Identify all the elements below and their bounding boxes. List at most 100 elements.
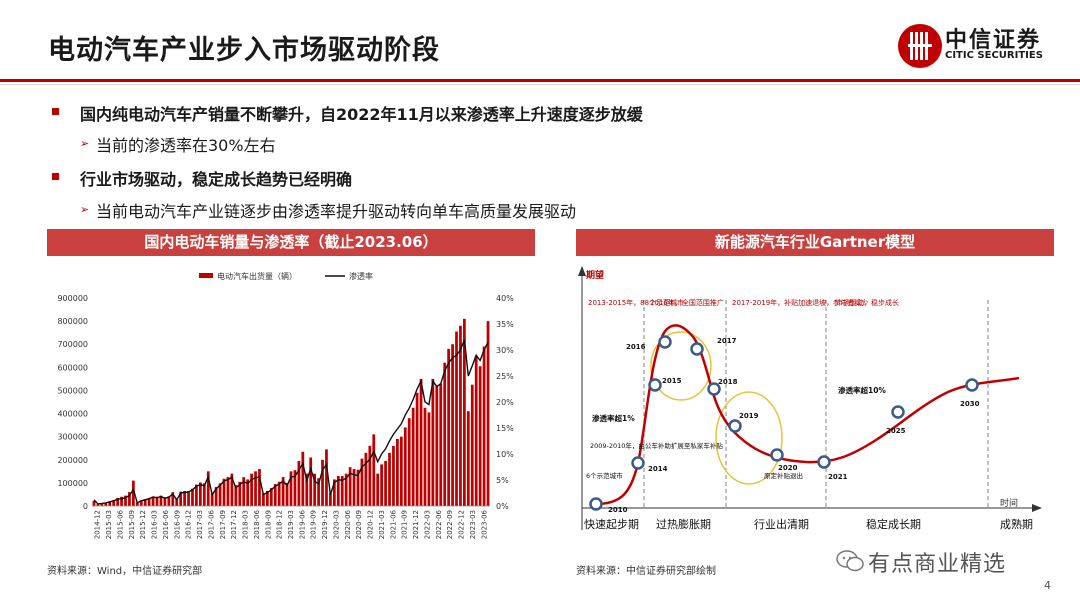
highlight-ellipse [650,331,712,401]
year-node [658,335,672,349]
logo-name-cn: 中信证券 [945,28,1042,53]
sales-bar [167,496,171,506]
annotation-1pct: 渗透率超1% [592,413,635,423]
sales-bar [155,496,159,506]
sales-bar [431,378,435,506]
year-node [707,382,721,396]
year-label: 2015 [662,377,682,385]
x-tick-label: 2020-09 [355,510,363,539]
x-tick-label: 2018-12 [276,510,284,539]
sales-bar [258,469,261,506]
sales-bar [143,499,147,506]
sales-bar [384,460,387,506]
sales-bar [478,366,482,506]
sales-bar [171,492,175,506]
sales-bar [250,473,253,506]
sales-bar [128,492,131,506]
x-axis-ticks: 2014-12 2015-03 2015-06 2015-09 2015-12 2016-… [94,509,489,539]
y-axis-arrow-icon [578,266,586,276]
sales-bar [92,500,96,506]
citic-logo-icon [898,24,942,68]
sales-bar [112,500,116,506]
x-tick-label: 2015-09 [128,510,136,539]
legend-label-penetration: 渗透率 [349,271,373,281]
sales-bar [179,491,183,506]
y-right-tick-label: 15% [496,424,514,433]
y-right-tick-label: 20% [496,398,514,407]
sales-bar [388,452,391,506]
x-tick-label: 2020-12 [367,510,375,539]
y-right-tick-label: 10% [496,450,514,459]
sales-bar [364,452,368,506]
sales-bar [392,445,395,506]
sales-bar [285,482,289,506]
x-tick-label: 2020-03 [332,510,340,539]
x-tick-label: 2022-09 [446,510,454,539]
phase-label: 行业出清期 [754,517,809,531]
y-left-tick-label: 100000 [57,479,88,488]
x-tick-label: 2017-06 [207,509,215,539]
sales-bar [325,449,328,506]
x-tick-label: 2016-03 [151,510,159,539]
x-tick-label: 2021-03 [378,510,386,539]
sales-bar [348,467,352,506]
year-label: 2010 [608,506,628,514]
x-tick-label: 2018-03 [242,510,250,539]
year-label: 2014 [648,465,668,473]
sales-bar [206,471,210,506]
year-node [690,342,704,356]
phase-label: 过热膨胀期 [656,517,711,531]
y-left-tick-label: 600000 [57,363,88,372]
period-note-2: 2016年，全国范围推广 [650,298,724,307]
sales-bar [131,480,135,506]
y-left-tick-label: 700000 [57,340,88,349]
year-label: 2019 [739,412,759,420]
sales-bar [427,412,431,506]
sales-bars [92,318,490,506]
wechat-icon [836,550,864,572]
chart-legend: 电动汽车出货量（辆） 渗透率 [199,271,373,281]
x-tick-label: 2023-06 [480,509,488,539]
x-axis-arrow-icon [1032,504,1042,512]
sales-bar [407,418,411,506]
year-node [589,497,603,511]
sales-bar [147,497,151,506]
sales-bar [411,407,415,506]
gartner-model-chart: 期望 时间 2013-2015年，88个示范城市 2016年，全国范围推广 20… [578,266,1042,531]
sales-bar [447,348,451,506]
sales-bar [336,475,340,506]
year-label: 2025 [886,427,906,435]
phase-label: 稳定成长期 [866,517,921,531]
y-right-tick-label: 35% [496,320,514,329]
sales-bar [242,477,246,506]
sales-bar [234,485,238,506]
year-node [891,405,905,419]
annotation-2009: 2009-2010年，由公车补助扩展至私家车补贴 [590,441,723,450]
y-right-tick-label: 30% [496,346,514,355]
sales-bar [289,471,293,506]
x-tick-label: 2022-12 [458,510,466,539]
sales-bar [301,451,305,506]
sales-bar [269,487,273,506]
sales-bar [443,362,447,506]
x-tick-label: 2019-03 [287,510,295,539]
period-note-3: 2017-2019年，补贴加速退坡，参与者减少 [732,298,868,307]
sales-bar [214,487,218,506]
x-tick-label: 2022-06 [435,509,443,539]
logo-name-en: CITIC SECURITIES [945,50,1043,61]
y-right-tick-label: 5% [496,476,509,485]
sales-bar [313,473,317,506]
right-source-note: 资料来源：中信证券研究部绘制 [576,566,716,577]
header-divider [0,79,1080,82]
sales-bar [254,471,257,506]
year-label: 2020 [778,464,798,472]
gartner-curve [595,324,1020,506]
sales-bar [273,484,277,506]
sales-bar [376,473,380,506]
y-left-tick-label: 400000 [57,410,88,419]
x-tick-label: 2015-12 [139,510,147,539]
sales-bar [396,438,399,506]
sales-bar [100,503,104,506]
arrow-bullet-icon: ➢ [80,137,90,150]
annotation-10pct: 渗透率超10% [838,385,886,395]
